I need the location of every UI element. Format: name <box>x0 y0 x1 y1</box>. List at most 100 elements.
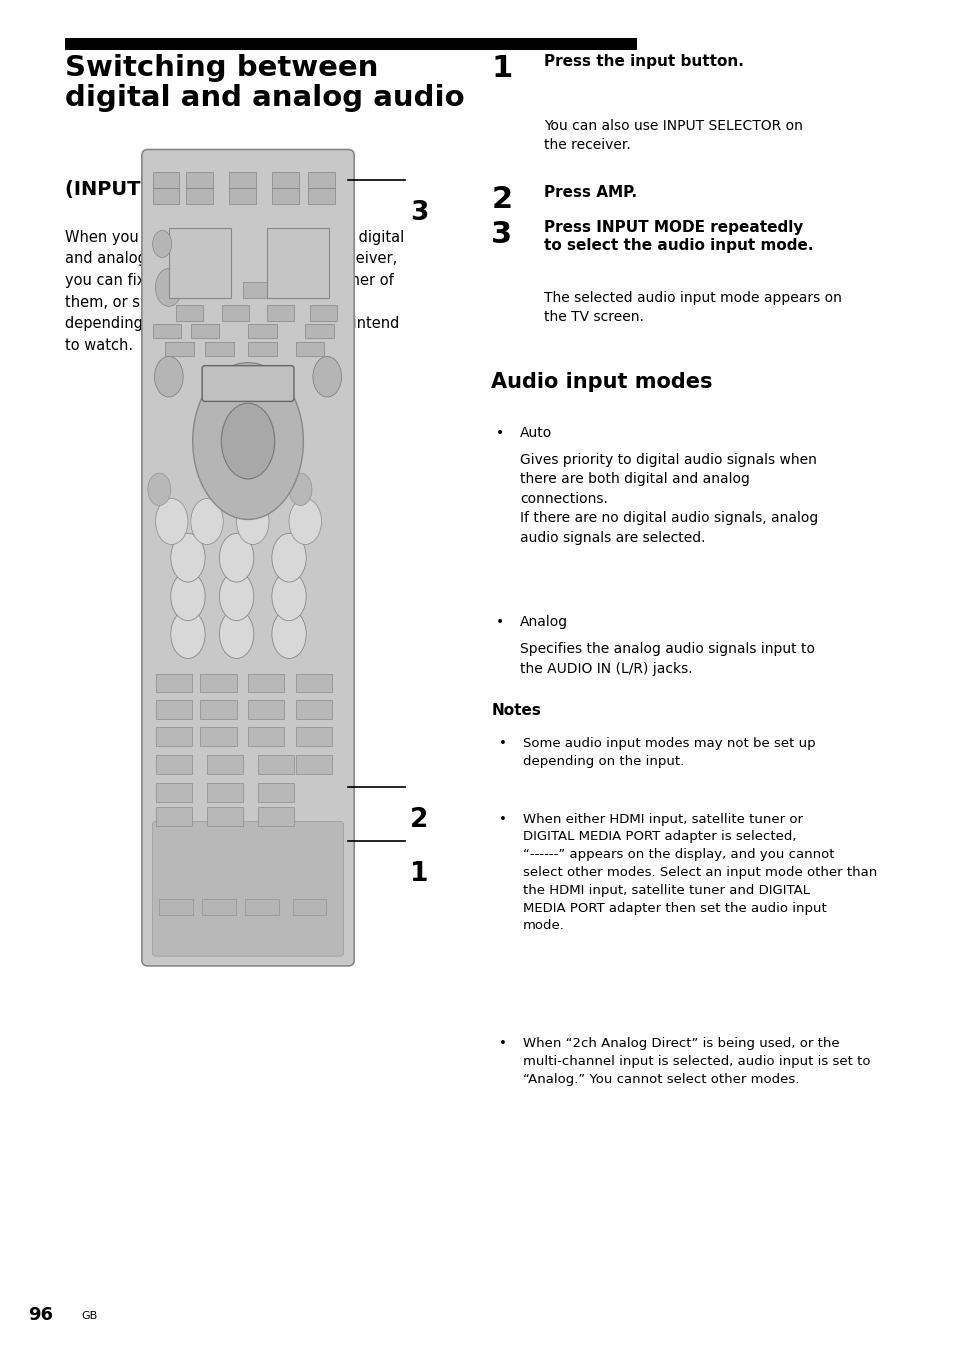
Text: Audio input modes: Audio input modes <box>491 372 712 392</box>
Text: 4: 4 <box>181 584 189 595</box>
Bar <box>248 324 276 338</box>
Ellipse shape <box>191 499 223 545</box>
Bar <box>152 172 179 188</box>
FancyBboxPatch shape <box>142 150 354 965</box>
Text: Switching between
digital and analog audio: Switching between digital and analog aud… <box>65 54 464 112</box>
Bar <box>257 754 294 773</box>
Ellipse shape <box>272 533 306 583</box>
Text: Some audio input modes may not be set up
depending on the input.: Some audio input modes may not be set up… <box>522 737 815 768</box>
Text: +: + <box>291 431 298 441</box>
Bar <box>65 38 637 50</box>
Text: Auto: Auto <box>519 426 552 439</box>
Text: The selected audio input mode appears on
the TV screen.: The selected audio input mode appears on… <box>543 291 841 324</box>
Bar <box>229 188 255 204</box>
Bar <box>191 324 219 338</box>
Ellipse shape <box>148 473 171 506</box>
Text: 1: 1 <box>410 861 428 887</box>
Ellipse shape <box>193 362 303 519</box>
Text: When you connect components to both digital
and analog audio input jacks on the : When you connect components to both digi… <box>65 230 404 353</box>
Bar <box>272 188 298 204</box>
Bar <box>248 342 276 356</box>
Bar <box>202 899 235 915</box>
Bar <box>272 172 298 188</box>
Text: When “2ch Analog Direct” is being used, or the
multi-channel input is selected, : When “2ch Analog Direct” is being used, … <box>522 1037 869 1086</box>
Text: 9: 9 <box>282 546 289 556</box>
Bar <box>222 306 249 322</box>
Ellipse shape <box>171 533 205 583</box>
Text: Press INPUT MODE repeatedly
to select the audio input mode.: Press INPUT MODE repeatedly to select th… <box>543 220 812 253</box>
Text: •: • <box>498 1037 506 1051</box>
Bar <box>186 188 213 204</box>
Bar <box>257 783 294 802</box>
Bar <box>155 754 192 773</box>
Bar <box>169 228 231 299</box>
Text: Press the input button.: Press the input button. <box>543 54 743 69</box>
Bar <box>308 188 335 204</box>
Bar <box>159 899 193 915</box>
Bar <box>229 172 255 188</box>
Bar <box>207 754 243 773</box>
Text: •: • <box>498 813 506 826</box>
Ellipse shape <box>289 473 312 506</box>
Text: •: • <box>496 615 504 629</box>
Text: 2: 2 <box>491 185 512 214</box>
Bar <box>295 700 332 719</box>
Text: When either HDMI input, satellite tuner or
DIGITAL MEDIA PORT adapter is selecte: When either HDMI input, satellite tuner … <box>522 813 876 933</box>
Ellipse shape <box>236 499 269 545</box>
Text: 2: 2 <box>230 622 237 633</box>
Bar <box>248 700 284 719</box>
Text: 7: 7 <box>181 546 189 556</box>
Bar <box>155 673 192 692</box>
Bar <box>305 281 329 297</box>
Bar <box>248 726 284 745</box>
Bar <box>293 899 326 915</box>
Text: MENU: MENU <box>227 392 259 402</box>
Text: Analog: Analog <box>519 615 567 629</box>
Bar <box>155 700 192 719</box>
Text: +: + <box>279 266 295 285</box>
Ellipse shape <box>152 230 172 257</box>
Ellipse shape <box>272 610 306 658</box>
Bar <box>205 342 233 356</box>
Text: 3: 3 <box>282 622 290 633</box>
Text: Gives priority to digital audio signals when
there are both digital and analog
c: Gives priority to digital audio signals … <box>519 453 818 545</box>
Bar <box>308 172 335 188</box>
Text: •: • <box>496 426 504 439</box>
Bar <box>152 324 181 338</box>
Ellipse shape <box>171 610 205 658</box>
Bar <box>155 807 192 826</box>
Text: 8: 8 <box>230 546 237 556</box>
Text: •: • <box>498 737 506 750</box>
Bar <box>200 726 236 745</box>
Bar <box>295 754 332 773</box>
Bar <box>295 726 332 745</box>
Ellipse shape <box>155 269 182 307</box>
Text: +: + <box>243 499 251 508</box>
Bar <box>200 673 236 692</box>
Ellipse shape <box>221 403 274 479</box>
Bar <box>305 324 334 338</box>
Ellipse shape <box>171 572 205 621</box>
Bar <box>245 899 278 915</box>
Text: (INPUT MODE): (INPUT MODE) <box>65 180 221 199</box>
Text: 5: 5 <box>230 584 237 595</box>
Bar <box>152 188 179 204</box>
Ellipse shape <box>154 357 183 397</box>
Bar <box>243 281 267 297</box>
Text: Notes: Notes <box>491 703 540 718</box>
Text: 3: 3 <box>491 220 512 249</box>
Bar <box>155 726 192 745</box>
Bar <box>310 306 336 322</box>
Ellipse shape <box>289 499 321 545</box>
Ellipse shape <box>219 610 253 658</box>
Text: 2: 2 <box>410 807 428 833</box>
Bar <box>200 700 236 719</box>
Text: +: + <box>181 266 197 285</box>
FancyBboxPatch shape <box>152 822 343 956</box>
Bar <box>155 783 192 802</box>
Text: 6: 6 <box>282 584 290 595</box>
Ellipse shape <box>313 357 341 397</box>
Bar <box>207 807 243 826</box>
Bar <box>186 172 213 188</box>
Text: +: + <box>243 364 251 373</box>
